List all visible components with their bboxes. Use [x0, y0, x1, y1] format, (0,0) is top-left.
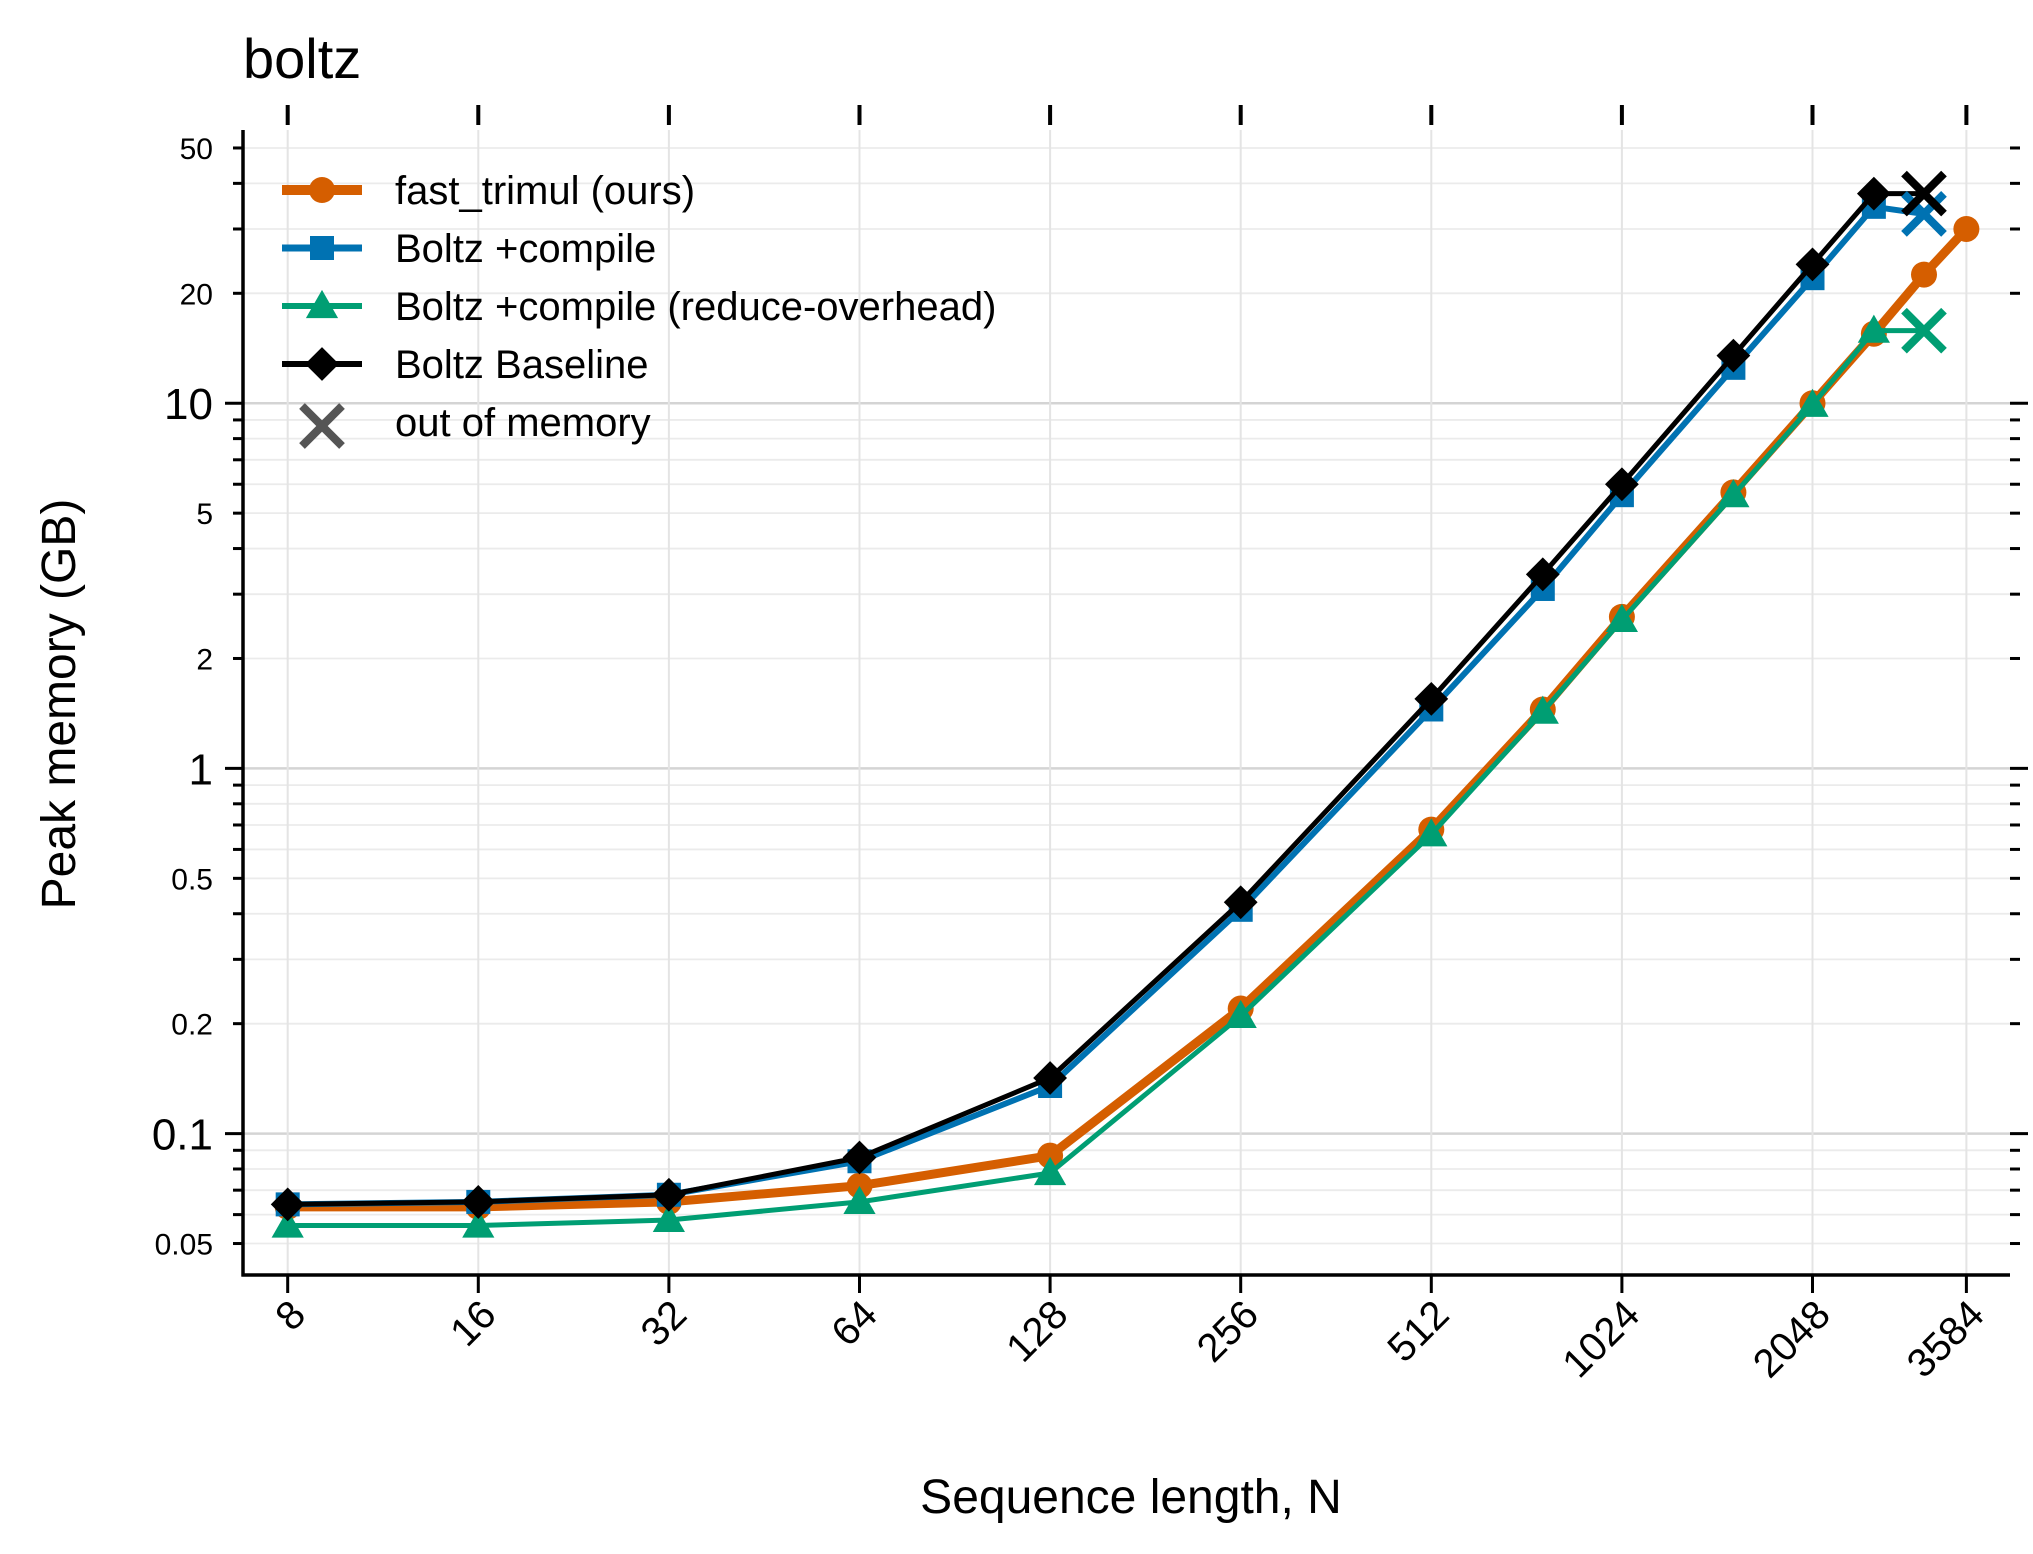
x-tick-label: 1024	[1554, 1292, 1648, 1386]
x-tick-label: 128	[998, 1292, 1076, 1370]
oom-marker-stroke	[1901, 307, 1947, 354]
x-tick-label: 512	[1379, 1292, 1457, 1370]
legend-marker	[309, 177, 335, 203]
x-tick-label: 32	[633, 1292, 696, 1355]
data-point	[1717, 479, 1750, 508]
legend-label: Boltz +compile (reduce-overhead)	[395, 285, 996, 329]
legend-marker	[305, 347, 339, 381]
series-boltz-compile-reduce-overhead	[271, 314, 1924, 1238]
y-tick-label-minor: 0.5	[171, 863, 213, 896]
legend-item-boltz-compile: Boltz +compile	[282, 227, 656, 271]
y-tick-label-minor: 50	[180, 133, 213, 166]
x-tick-label: 3584	[1899, 1292, 1993, 1386]
legend-marker	[299, 403, 345, 449]
data-point	[1605, 603, 1639, 633]
data-point	[1953, 215, 1980, 242]
data-point	[1526, 695, 1559, 724]
x-tick-label: 8	[267, 1292, 314, 1339]
grid-layer	[243, 130, 2010, 1275]
y-tick-label-minor: 5	[196, 498, 213, 531]
chart-title: boltz	[243, 27, 361, 90]
y-tick-label-minor: 0.2	[171, 1009, 213, 1042]
y-tick-label-minor: 2	[196, 643, 213, 676]
data-point	[462, 1209, 495, 1238]
oom-marker	[1901, 191, 1947, 237]
legend-label: fast_trimul (ours)	[395, 169, 695, 213]
legend: fast_trimul (ours) Boltz +compile Boltz +c…	[282, 169, 996, 449]
y-tick-label-major: 10	[164, 380, 213, 429]
x-tick-label: 2048	[1745, 1292, 1839, 1386]
data-point	[270, 1187, 305, 1222]
y-tick-label-major: 0.1	[152, 1111, 213, 1160]
oom-marker-stroke	[1901, 191, 1947, 237]
data-point	[1414, 682, 1449, 716]
data-point	[1910, 261, 1937, 288]
x-tick-label: 16	[442, 1292, 505, 1355]
data-point	[1525, 557, 1560, 592]
axes-layer	[241, 130, 2010, 1277]
x-tick-label: 256	[1189, 1292, 1267, 1370]
legend-label: Boltz Baseline	[395, 343, 648, 387]
data-point	[461, 1185, 496, 1219]
data-point	[651, 1177, 686, 1212]
data-point	[1033, 1061, 1067, 1095]
legend-item-fast-trimul-ours: fast_trimul (ours)	[282, 169, 695, 213]
x-tick-label: 64	[823, 1292, 886, 1355]
oom-marker-stroke	[1901, 170, 1947, 217]
data-point	[1037, 1142, 1064, 1169]
x-axis-label: Sequence length, N	[920, 1471, 1342, 1524]
data-point	[846, 1172, 873, 1199]
legend-item-boltz-compile-reduce-overhead: Boltz +compile (reduce-overhead)	[282, 285, 996, 329]
y-tick-label-minor: 20	[180, 278, 213, 311]
data-point	[1857, 314, 1890, 343]
data-point	[1716, 338, 1751, 373]
legend-label: out of memory	[395, 401, 651, 445]
legend-item-out-of-memory: out of memory	[299, 401, 651, 449]
legend-marker	[310, 236, 334, 260]
oom-marker	[1901, 170, 1947, 217]
series-line	[287, 328, 1924, 1229]
data-point	[1223, 885, 1258, 920]
oom-marker	[1901, 307, 1947, 354]
data-point	[271, 1209, 304, 1238]
legend-marker	[305, 289, 339, 319]
y-tick-label-major: 1	[189, 745, 213, 794]
data-point	[1415, 818, 1448, 847]
data-point	[652, 1203, 685, 1233]
data-point	[1856, 176, 1891, 211]
y-axis-label: Peak memory (GB)	[33, 499, 86, 910]
data-point	[843, 1185, 876, 1214]
legend-item-boltz-baseline: Boltz Baseline	[282, 343, 648, 387]
legend-label: Boltz +compile	[395, 227, 656, 271]
data-point	[1795, 247, 1830, 282]
series-boltz-baseline	[270, 176, 1924, 1222]
series-layer	[270, 170, 1980, 1238]
data-point	[1224, 999, 1257, 1029]
data-point	[842, 1140, 877, 1175]
data-point	[1605, 467, 1639, 502]
data-point	[1033, 1156, 1067, 1186]
y-tick-label-minor: 0.05	[155, 1229, 213, 1262]
data-point	[1796, 388, 1829, 417]
legend-marker-stroke	[299, 403, 345, 449]
